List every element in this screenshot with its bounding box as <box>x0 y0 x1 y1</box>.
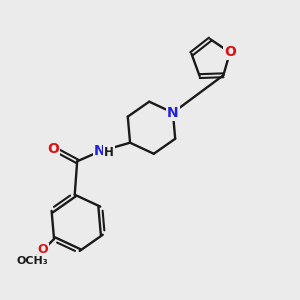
Text: H: H <box>104 146 114 159</box>
Text: O: O <box>224 45 236 59</box>
Text: N: N <box>167 106 179 120</box>
Text: OCH₃: OCH₃ <box>16 256 48 266</box>
Text: O: O <box>47 142 59 155</box>
Text: O: O <box>38 243 48 256</box>
Text: N: N <box>94 145 105 158</box>
